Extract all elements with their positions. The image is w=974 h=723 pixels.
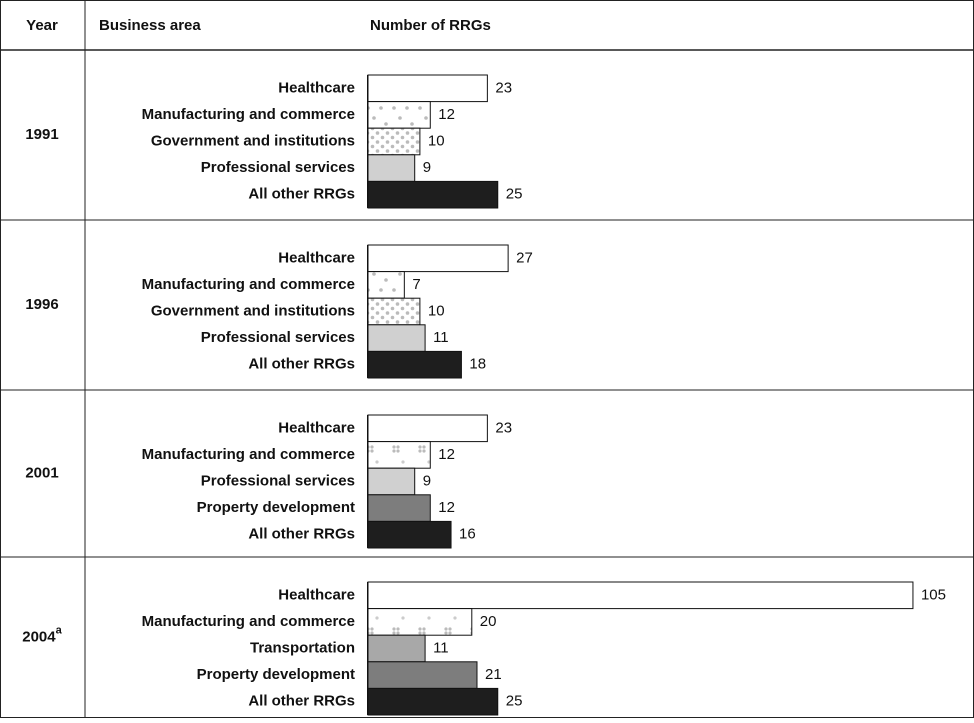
value-label: 9	[423, 472, 431, 489]
category-label: Government and institutions	[151, 132, 355, 149]
value-label: 11	[433, 639, 449, 656]
year-label: 2004a	[22, 624, 62, 645]
bar	[367, 661, 478, 689]
category-label: All other RRGs	[248, 526, 355, 543]
value-label: 11	[433, 329, 449, 346]
category-label: Manufacturing and commerce	[142, 276, 355, 293]
year-note: a	[56, 624, 63, 636]
category-label: Healthcare	[278, 249, 355, 266]
value-label: 7	[412, 276, 420, 293]
header-number: Number of RRGs	[370, 17, 491, 34]
year-text: 2004	[22, 628, 56, 645]
year-label: 2001	[25, 464, 58, 481]
bar	[367, 101, 431, 129]
category-label: Healthcare	[278, 419, 355, 436]
category-label: Manufacturing and commerce	[142, 446, 355, 463]
category-label: Transportation	[250, 639, 355, 656]
category-label: Healthcare	[278, 79, 355, 96]
value-label: 18	[469, 356, 486, 373]
category-label: Government and institutions	[151, 302, 355, 319]
bar	[367, 180, 499, 209]
year-text: 1996	[25, 296, 58, 313]
category-label: Professional services	[201, 329, 355, 346]
header-area: Business area	[99, 17, 201, 34]
value-label: 16	[459, 526, 476, 543]
category-label: Manufacturing and commerce	[142, 106, 355, 123]
bar	[367, 441, 431, 469]
value-label: 9	[423, 159, 431, 176]
bar	[367, 127, 421, 156]
bar	[367, 244, 509, 273]
bar	[367, 324, 426, 352]
bar	[367, 154, 416, 182]
bar	[367, 74, 488, 103]
value-label: 25	[506, 186, 523, 203]
category-label: All other RRGs	[248, 356, 355, 373]
value-label: 105	[921, 586, 946, 603]
category-label: Property development	[197, 666, 355, 683]
bar	[367, 271, 405, 299]
category-label: Professional services	[201, 159, 355, 176]
category-label: Manufacturing and commerce	[142, 613, 355, 630]
bar	[367, 414, 488, 443]
bar	[367, 687, 499, 716]
value-label: 23	[495, 419, 512, 436]
bar	[367, 494, 431, 522]
year-text: 2001	[25, 464, 58, 481]
value-label: 10	[428, 302, 445, 319]
bar	[367, 297, 421, 326]
bar	[367, 520, 452, 549]
bar	[367, 581, 914, 610]
category-label: All other RRGs	[248, 186, 355, 203]
year-label: 1996	[25, 296, 58, 313]
bar	[367, 608, 473, 636]
bar	[367, 467, 416, 496]
bar	[367, 350, 462, 379]
value-label: 23	[495, 79, 512, 96]
category-label: Professional services	[201, 472, 355, 489]
value-label: 12	[438, 499, 455, 516]
category-label: Property development	[197, 499, 355, 516]
value-label: 12	[438, 106, 455, 123]
value-label: 25	[506, 693, 523, 710]
value-label: 20	[480, 613, 497, 630]
value-label: 27	[516, 249, 533, 266]
bar	[367, 634, 426, 663]
year-label: 1991	[25, 126, 58, 143]
year-text: 1991	[25, 126, 58, 143]
category-label: Healthcare	[278, 586, 355, 603]
value-label: 12	[438, 446, 455, 463]
category-label: All other RRGs	[248, 693, 355, 710]
value-label: 21	[485, 666, 502, 683]
value-label: 10	[428, 132, 445, 149]
header-year: Year	[26, 17, 58, 34]
